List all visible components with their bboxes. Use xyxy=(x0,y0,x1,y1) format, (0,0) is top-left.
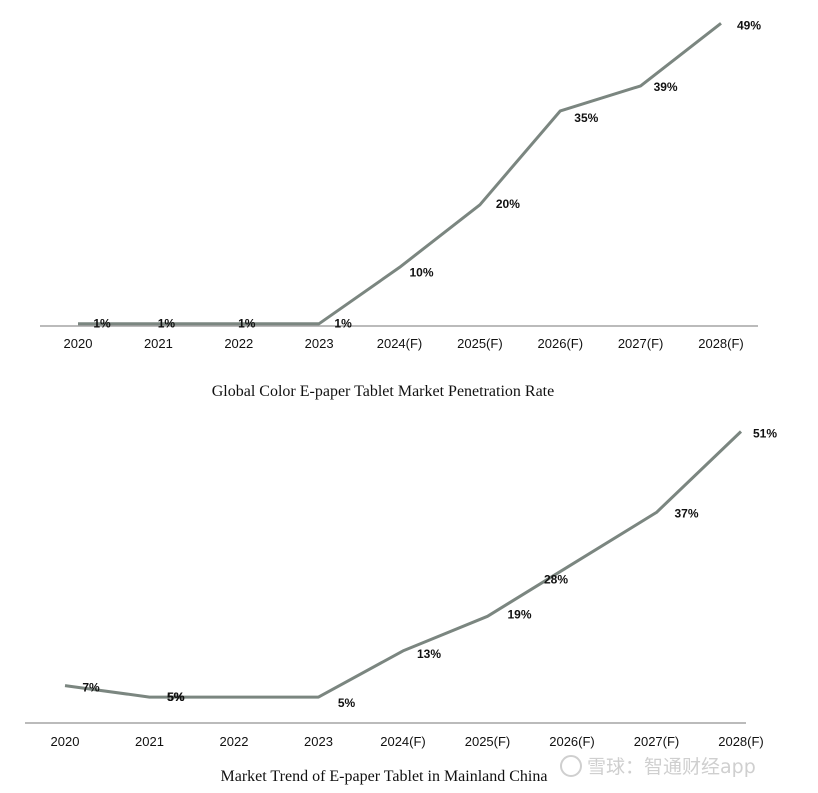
data-label: 20% xyxy=(496,197,520,211)
data-label: 51% xyxy=(753,427,777,441)
data-label: 19% xyxy=(507,607,531,621)
data-label: 13% xyxy=(417,647,441,661)
chart-title: Global Color E-paper Tablet Market Penet… xyxy=(212,383,554,400)
penetration-rate-chart: 2020 2021 2022 2023 2024(F) 2025(F) 2026(F) 202… xyxy=(40,18,761,400)
data-label: 10% xyxy=(409,265,433,279)
data-label: 5% xyxy=(167,690,185,704)
x-tick-label: 2021 xyxy=(144,336,173,351)
data-label: 49% xyxy=(737,18,761,32)
x-tick-labels: 2020 2021 2022 2023 2024(F) 2025(F) 2026(F) 202… xyxy=(64,336,744,351)
series-line xyxy=(64,430,743,699)
data-label: 1% xyxy=(158,317,176,331)
x-tick-label: 2023 xyxy=(304,734,333,749)
x-tick-labels: 2020 2021 2022 2023 2024(F) 2025(F) 2026(F) 202… xyxy=(51,734,764,749)
data-label: 1% xyxy=(238,317,256,331)
x-tick-label: 2027(F) xyxy=(634,734,680,749)
x-tick-label: 2026(F) xyxy=(538,336,584,351)
x-tick-label: 2025(F) xyxy=(465,734,511,749)
mainland-china-trend-chart: 2020 2021 2022 2023 2024(F) 2025(F) 2026(F) 202… xyxy=(25,427,777,785)
x-tick-label: 2021 xyxy=(135,734,164,749)
data-label: 7% xyxy=(82,681,100,695)
x-tick-label: 2027(F) xyxy=(618,336,664,351)
data-label: 28% xyxy=(544,572,568,586)
x-tick-label: 2024(F) xyxy=(377,336,423,351)
data-label: 39% xyxy=(654,80,678,94)
x-tick-label: 2022 xyxy=(224,336,253,351)
data-label: 37% xyxy=(674,506,698,520)
data-label: 5% xyxy=(338,696,356,710)
data-labels: 1% 1% 1% 1% 10% 20% 35% 39% 49% xyxy=(93,18,761,330)
x-tick-label: 2024(F) xyxy=(380,734,426,749)
x-tick-label: 2023 xyxy=(305,336,334,351)
x-tick-label: 2020 xyxy=(64,336,93,351)
data-labels: 7%5%5% 5%13%19%28%37%51% xyxy=(82,427,777,711)
x-tick-label: 2026(F) xyxy=(549,734,595,749)
series-line xyxy=(78,22,722,326)
data-label: 1% xyxy=(93,317,111,331)
watermark: 雪球：智通财经app xyxy=(560,755,756,778)
data-label: 35% xyxy=(574,111,598,125)
x-tick-label: 2020 xyxy=(51,734,80,749)
x-tick-label: 2028(F) xyxy=(718,734,764,749)
watermark-logo-icon xyxy=(560,755,582,777)
data-label: 5% xyxy=(167,690,185,704)
x-tick-label: 2025(F) xyxy=(457,336,503,351)
chart-title: Market Trend of E-paper Tablet in Mainla… xyxy=(221,768,548,785)
data-label: 1% xyxy=(334,317,352,331)
x-tick-label: 2022 xyxy=(220,734,249,749)
x-tick-label: 2028(F) xyxy=(698,336,744,351)
watermark-text: 雪球：智通财经app xyxy=(587,756,756,778)
